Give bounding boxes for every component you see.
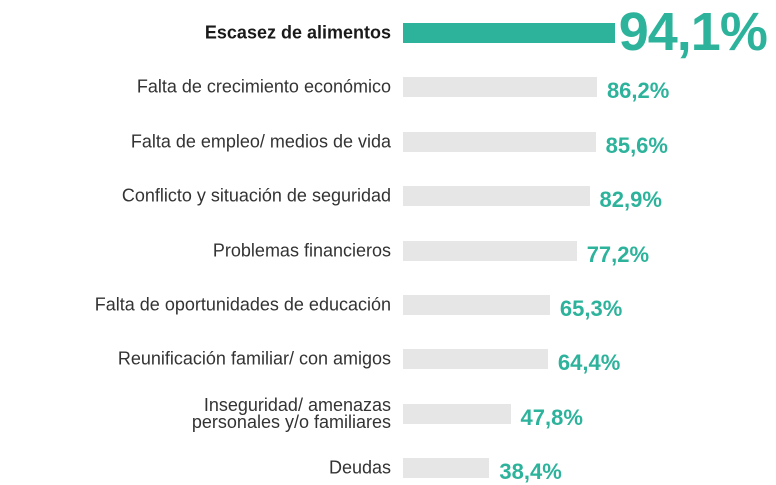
category-label: Inseguridad/ amenazas personales y/o fam… — [191, 394, 391, 432]
bar — [403, 131, 596, 152]
bar — [403, 186, 590, 207]
value-label: 77,2% — [586, 241, 650, 267]
bar — [403, 403, 511, 424]
category-label: Problemas financieros — [212, 240, 391, 261]
category-label: Falta de oportunidades de educación — [94, 294, 391, 315]
bar — [403, 458, 490, 479]
value-label: 82,9% — [599, 187, 662, 213]
value-label: 38,4% — [499, 459, 562, 485]
value-label: 65,3% — [559, 295, 623, 321]
bar — [403, 295, 550, 315]
value-label: 47,8% — [520, 404, 583, 430]
category-label: Deudas — [328, 457, 391, 478]
bar — [403, 23, 615, 43]
category-label: Falta de crecimiento económico — [136, 76, 391, 97]
value-label: 85,6% — [605, 132, 668, 158]
value-label: 94,1% — [618, 1, 768, 62]
value-label: 64,4% — [557, 350, 621, 376]
value-label: 86,2% — [606, 78, 670, 104]
category-label: Conflicto y situación de seguridad — [121, 185, 391, 206]
bar — [403, 349, 548, 370]
category-label: Escasez de alimentos — [204, 22, 391, 43]
category-label: Falta de empleo/ medios de vida — [130, 131, 391, 152]
bar — [403, 240, 577, 261]
category-label: Reunificación familiar/ con amigos — [117, 348, 391, 369]
bar — [403, 77, 597, 98]
